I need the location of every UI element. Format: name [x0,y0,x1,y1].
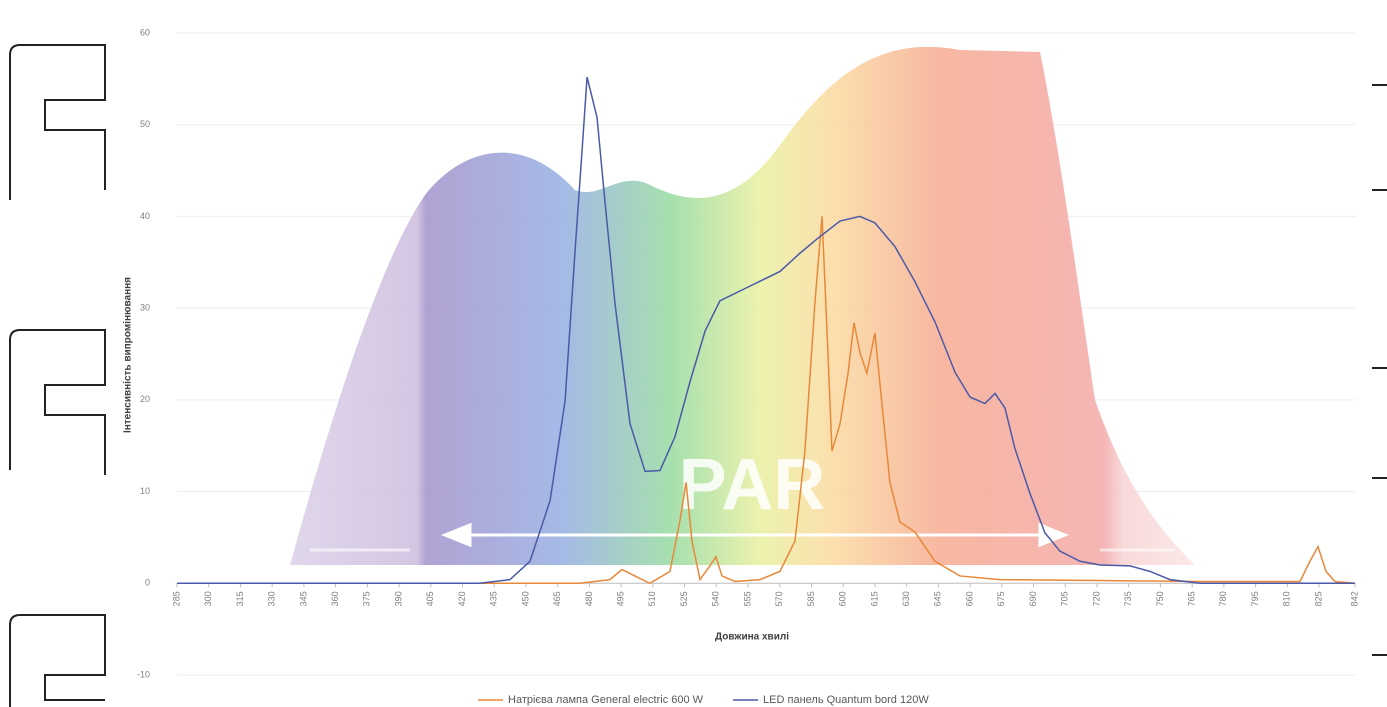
x-tick-label: 750 [1155,591,1165,606]
x-tick-label: 675 [996,591,1006,606]
x-tick-label: 435 [489,591,499,606]
x-tick-label: 795 [1250,591,1260,606]
x-tick-label: 780 [1218,591,1228,606]
x-axis-title: Довжина хвилі [715,632,789,643]
x-tick-label: 810 [1282,591,1292,606]
x-tick-label: 660 [964,591,974,606]
x-tick-label: 405 [425,591,435,606]
x-tick-label: 720 [1091,591,1101,606]
legend-label: LED панель Quantum bord 120W [763,694,929,706]
x-tick-label: 510 [647,591,657,606]
y-tick-label: -10 [137,669,150,679]
x-tick-label: 345 [298,591,308,606]
x-tick-label: 630 [901,591,911,606]
x-tick-label: 465 [552,591,562,606]
x-tick-label: 842 [1349,591,1359,606]
x-tick-label: 360 [330,591,340,606]
y-tick-label: 10 [140,486,150,496]
x-tick-label: 285 [171,591,181,606]
x-tick-label: 690 [1028,591,1038,606]
x-tick-label: 735 [1123,591,1133,606]
y-axis-title: Інтенсивність випромінювання [123,277,134,433]
x-tick-label: 555 [742,591,752,606]
x-tick-label: 450 [520,591,530,606]
y-tick-label: 30 [140,303,150,313]
x-tick-label: 420 [457,591,467,606]
chart: PAR Інтенсивність випромінювання Довжина… [0,0,1387,707]
y-tick-label: 40 [140,211,150,221]
x-tick-label: 645 [933,591,943,606]
x-tick-label: 540 [711,591,721,606]
x-tick-label: 300 [203,591,213,606]
x-tick-label: 315 [235,591,245,606]
x-tick-label: 525 [679,591,689,606]
legend-label: Натрієва лампа General electric 600 W [508,694,704,706]
y-tick-label: 50 [140,119,150,129]
x-tick-label: 390 [393,591,403,606]
x-tick-label: 375 [362,591,372,606]
x-tick-label: 600 [838,591,848,606]
x-tick-label: 480 [584,591,594,606]
x-tick-label: 570 [774,591,784,606]
x-tick-label: 495 [616,591,626,606]
y-tick-label: 20 [140,394,150,404]
annotation: PAR [679,445,826,525]
x-tick-label: 615 [869,591,879,606]
y-tick-label: 60 [140,27,150,37]
x-tick-label: 825 [1313,591,1323,606]
y-tick-label: 0 [145,578,150,588]
x-tick-label: 585 [806,591,816,606]
x-tick-label: 765 [1187,591,1197,606]
x-tick-label: 705 [1060,591,1070,606]
x-tick-label: 330 [267,591,277,606]
